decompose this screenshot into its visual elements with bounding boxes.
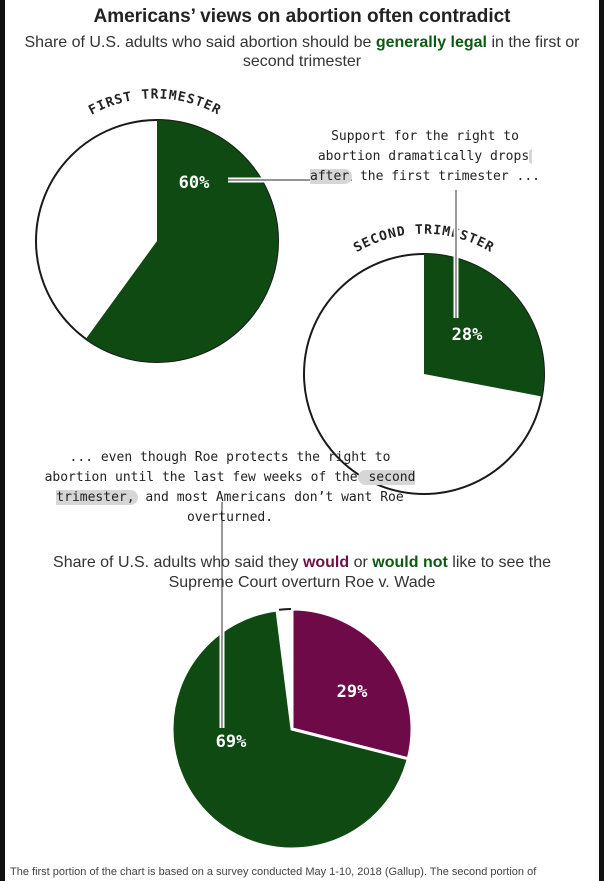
callout-trimester-drop: Support for the right to abortion dramat… [300, 127, 550, 187]
second-trimester-legal-slice [424, 254, 544, 397]
section2-would-not: would not [372, 554, 448, 571]
subtitle-text-post: in the first or second trimester [242, 34, 580, 70]
first-trimester-label: FIRST TRIMESTER [86, 87, 223, 118]
chart-subtitle: Share of U.S. adults who said abortion s… [20, 33, 584, 71]
callout-first-pre: Support for the right to abortion dramat… [317, 129, 530, 164]
roe-would-value-label: 29% [337, 682, 368, 702]
section2-post: like to see the Supreme Court overturn R… [168, 554, 551, 591]
section2-pre: Share of U.S. adults who said they [53, 554, 303, 571]
roe-remainder-arc [278, 608, 291, 611]
right-frame-border [599, 0, 604, 881]
second-trimester-label: SECOND TRIMESTER [351, 223, 497, 256]
section-roe-title: Share of U.S. adults who said they would… [20, 553, 584, 593]
first-trimester-pie: FIRST TRIMESTER 60% [35, 87, 279, 363]
second-trimester-value-label: 28% [452, 325, 483, 345]
first-trimester-value-label: 60% [179, 173, 210, 193]
chart-title: Americans’ views on abortion often contr… [93, 6, 511, 27]
roe-pie: 29% 69% [170, 607, 414, 851]
roe-would-not-value-label: 69% [216, 732, 247, 752]
subtitle-text-pre: Share of U.S. adults who said abortion s… [24, 34, 376, 51]
footnote: The first portion of the chart is based … [10, 866, 537, 878]
subtitle-highlight: generally legal [375, 34, 487, 51]
roe-would-not-overturn-slice [170, 608, 411, 851]
section2-mid: or [349, 554, 373, 571]
roe-would-overturn-slice [290, 607, 414, 761]
callout-second-post: and most Americans don’t want Roe overtu… [137, 490, 404, 525]
callout-first-post: the first trimester ... [352, 169, 540, 184]
left-frame-border [0, 0, 5, 881]
section2-would: would [302, 554, 350, 571]
callout-roe-protection: ... even though Roe protects the right t… [40, 448, 420, 528]
callout-second-pre: ... even though Roe protects the right t… [44, 450, 391, 485]
connector-lines [219, 177, 459, 728]
